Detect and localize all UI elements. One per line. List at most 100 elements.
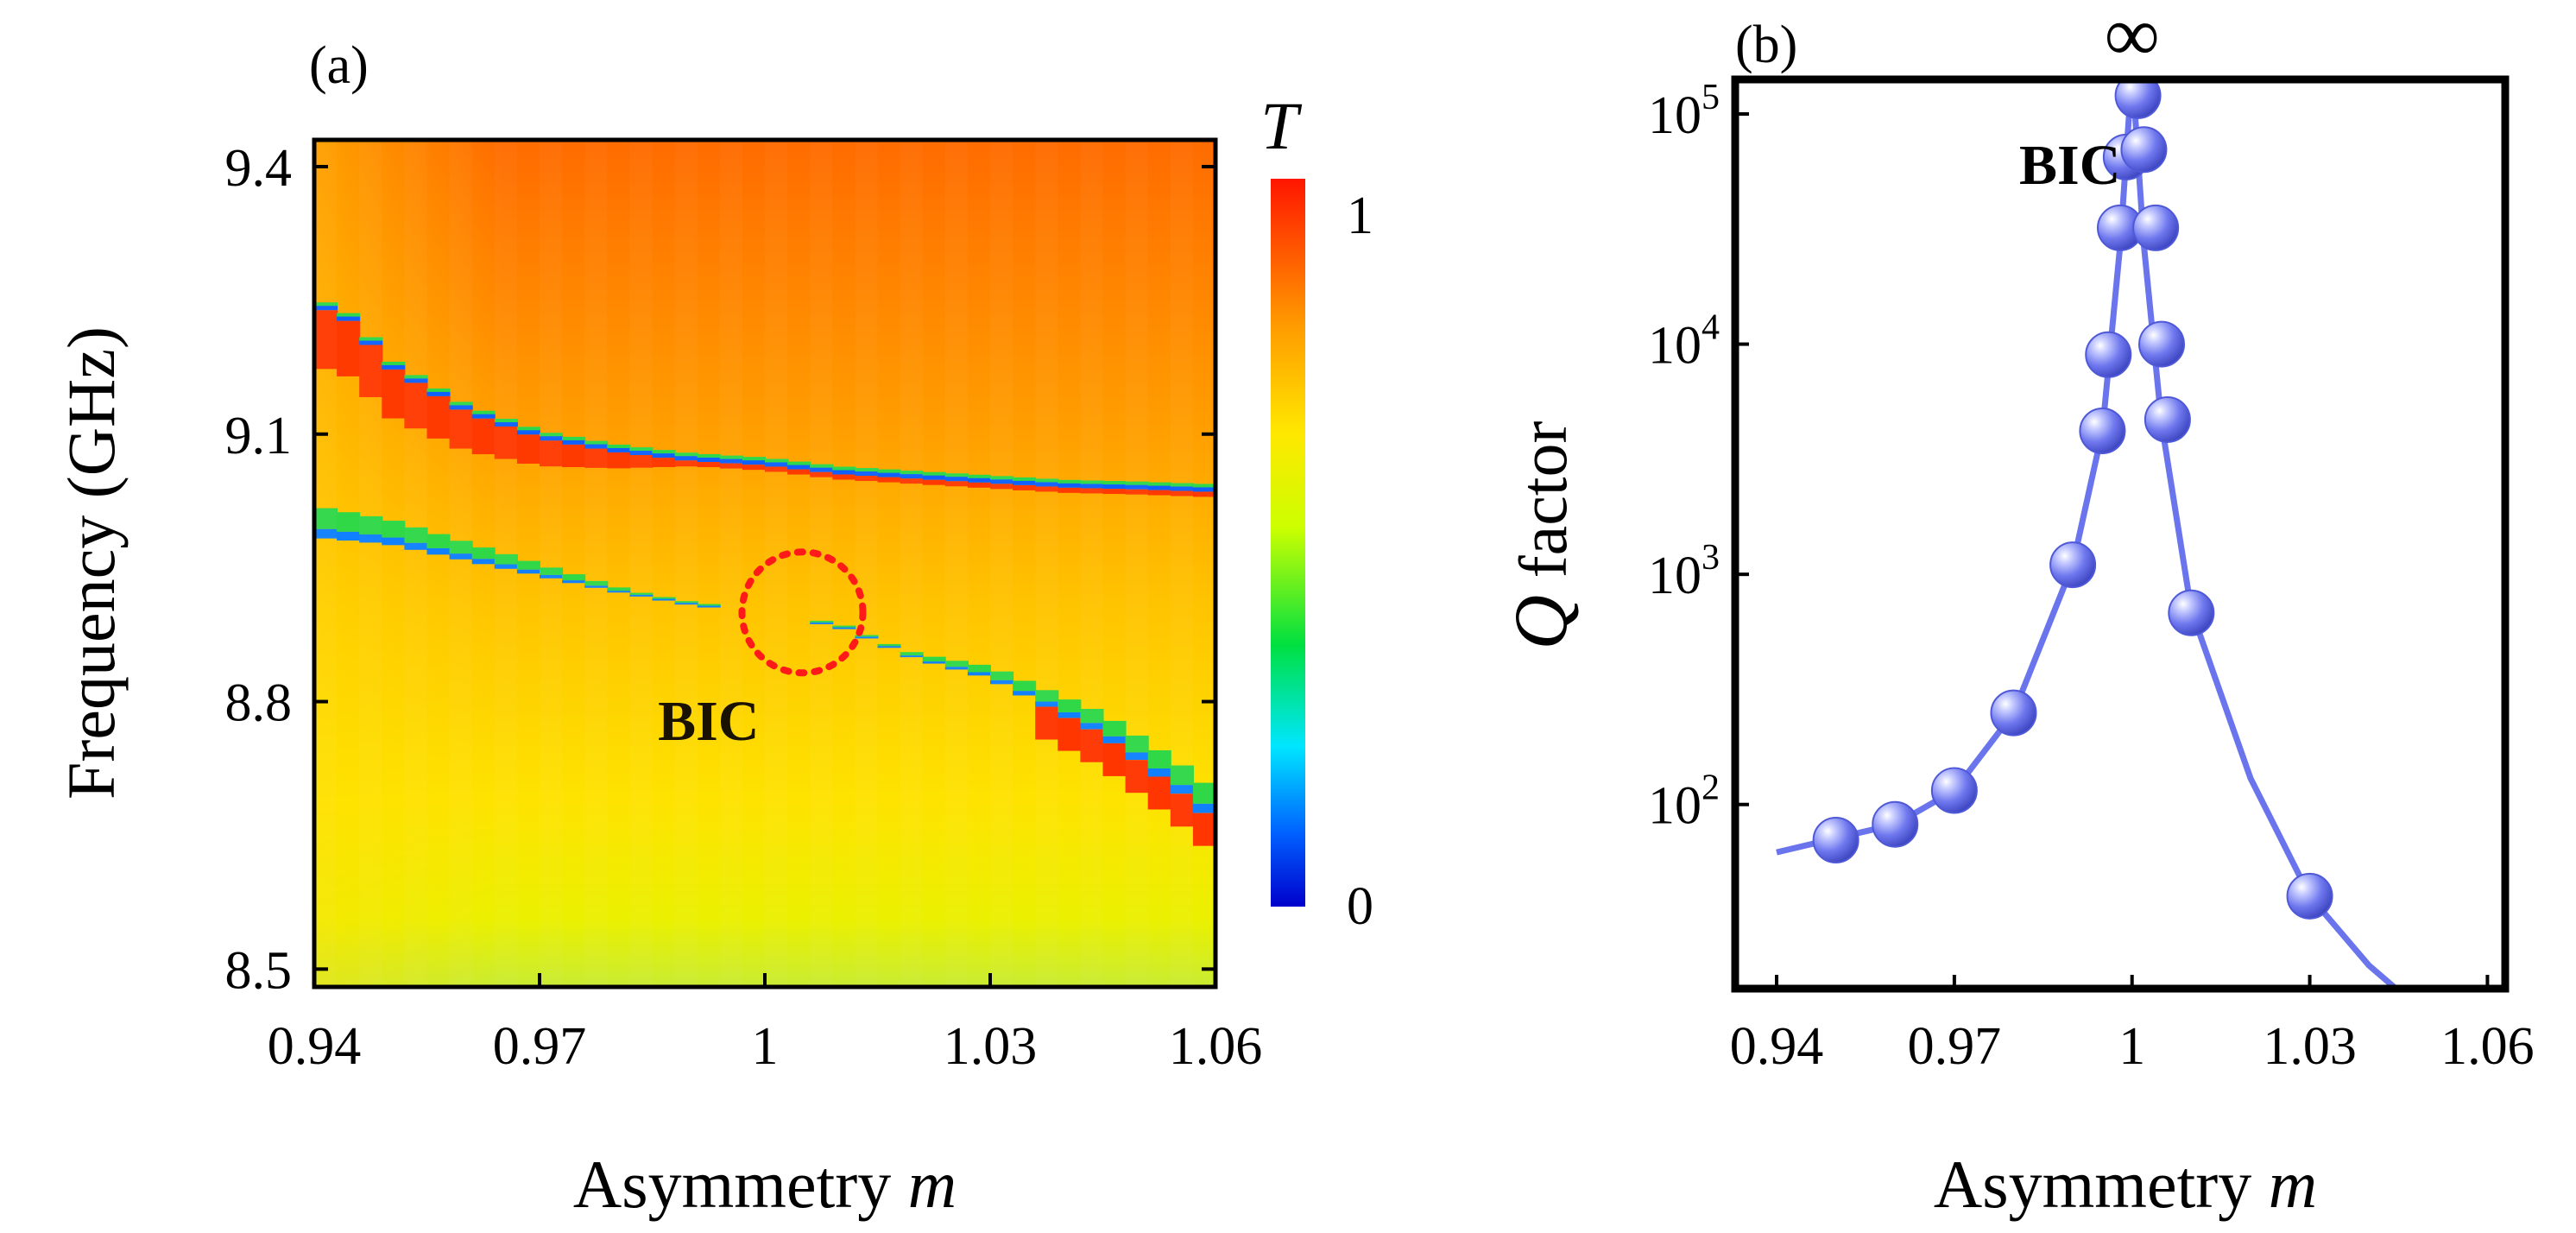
- heat-lower-plateau-cell: [1170, 794, 1194, 827]
- heat-upper-plateau-cell: [765, 466, 789, 472]
- a-x-tick-label: 1.03: [944, 1017, 1038, 1076]
- heat-lower-dip-cell: [1013, 691, 1037, 696]
- b-x-tick-label: 0.94: [1730, 1017, 1824, 1076]
- heat-upper-dip-cell: [314, 306, 338, 311]
- heat-column-shade: [584, 140, 607, 987]
- heat-lower-green-cell: [1170, 765, 1194, 786]
- heat-lower-dip-cell: [922, 661, 946, 664]
- heat-lower-green-cell: [674, 601, 698, 604]
- bic-label-a: BIC: [658, 690, 759, 753]
- heatmap-bands: [314, 302, 1215, 846]
- heat-upper-green-cell: [584, 440, 609, 446]
- heat-upper-green-cell: [1013, 477, 1037, 482]
- heat-upper-green-cell: [1102, 481, 1127, 486]
- heat-lower-dip-cell: [516, 569, 540, 574]
- heat-lower-dip-cell: [337, 531, 361, 541]
- heat-lower-dip-cell: [944, 667, 969, 670]
- heat-upper-plateau-cell: [1102, 489, 1127, 495]
- heat-upper-plateau-cell: [1035, 486, 1059, 492]
- heat-lower-dip-cell: [652, 598, 676, 601]
- heat-upper-plateau-cell: [922, 479, 946, 485]
- heat-lower-green-cell: [990, 671, 1014, 680]
- q-data-points: [1812, 79, 2333, 920]
- heat-upper-green-cell: [787, 461, 811, 466]
- q-data-point: [2085, 331, 2132, 378]
- a-bic-annotation: BIC: [658, 548, 867, 753]
- heat-lower-dip-cell: [1080, 723, 1104, 730]
- heat-upper-green-cell: [1170, 483, 1194, 488]
- q-data-point: [2144, 395, 2191, 443]
- heat-upper-dip-cell: [449, 405, 473, 410]
- q-fit-curve-left: [1776, 113, 2132, 856]
- a-x-ticks: 0.94 0.97 1 1.03 1.06: [268, 973, 1262, 1076]
- heat-lower-dip-cell: [877, 646, 901, 648]
- heat-upper-green-cell: [967, 474, 991, 479]
- heat-upper-plateau-cell: [359, 345, 383, 397]
- heat-upper-green-cell: [1147, 482, 1171, 487]
- heat-upper-dip-cell: [742, 460, 766, 465]
- heat-upper-green-cell: [471, 410, 496, 415]
- heat-lower-green-cell: [855, 635, 879, 637]
- heat-upper-dip-cell: [382, 364, 406, 370]
- heat-upper-plateau-cell: [584, 448, 609, 468]
- heat-upper-dip-cell: [607, 447, 631, 452]
- heat-lower-dip-cell: [967, 672, 991, 676]
- b-x-tick-label: 1.06: [2440, 1017, 2535, 1076]
- heat-upper-plateau-cell: [855, 476, 879, 482]
- heat-upper-green-cell: [742, 457, 766, 462]
- heat-upper-plateau-cell: [900, 478, 924, 484]
- heat-upper-dip-cell: [1102, 484, 1127, 490]
- heat-lower-green-cell: [426, 534, 451, 548]
- heat-upper-green-cell: [719, 455, 743, 460]
- heat-upper-plateau-cell: [990, 484, 1014, 490]
- a-y-tick-label: 9.4: [225, 139, 293, 198]
- heat-upper-dip-cell: [1058, 483, 1082, 488]
- heat-column-shade: [495, 140, 517, 987]
- heat-upper-dip-cell: [1080, 484, 1104, 489]
- heat-upper-green-cell: [900, 471, 924, 476]
- b-x-tick-label: 1.03: [2263, 1017, 2357, 1076]
- heat-upper-green-cell: [494, 418, 518, 423]
- heat-upper-plateau-cell: [1147, 490, 1171, 496]
- a-y-tick-label: 8.8: [225, 674, 293, 733]
- heat-upper-dip-cell: [337, 316, 361, 321]
- b-x-axis-title: Asymmetry m: [1934, 1147, 2317, 1222]
- heat-upper-dip-cell: [719, 458, 743, 464]
- heat-lower-dip-cell: [404, 542, 428, 550]
- heat-column-shade: [720, 140, 742, 987]
- heat-upper-green-cell: [855, 468, 879, 473]
- heat-upper-plateau-cell: [562, 444, 586, 467]
- b-y-tick-label: 103: [1648, 538, 1720, 605]
- heat-lower-green-cell: [900, 652, 924, 656]
- heat-lower-dip-cell: [1125, 752, 1149, 761]
- heatmap-plot-area: [314, 140, 1215, 987]
- heat-lower-green-cell: [359, 515, 383, 534]
- heat-column-shade: [540, 140, 562, 987]
- q-data-point: [2120, 126, 2168, 174]
- heat-upper-green-cell: [449, 402, 473, 407]
- heat-lower-green-cell: [944, 661, 969, 667]
- heat-upper-plateau-cell: [337, 320, 361, 376]
- heat-upper-green-cell: [359, 337, 383, 342]
- heat-lower-green-cell: [1147, 749, 1171, 769]
- b-y-tick-label: 104: [1648, 308, 1720, 376]
- heat-lower-green-cell: [584, 580, 609, 586]
- heat-upper-dip-cell: [967, 477, 991, 483]
- heat-upper-dip-cell: [1147, 485, 1171, 490]
- heat-upper-plateau-cell: [719, 463, 743, 469]
- heat-lower-green-cell: [810, 620, 834, 623]
- heat-lower-plateau-cell: [1058, 718, 1082, 751]
- heat-lower-dip-cell: [855, 636, 879, 639]
- heat-upper-dip-cell: [832, 470, 856, 475]
- heat-upper-dip-cell: [426, 391, 451, 396]
- heat-lower-green-cell: [607, 587, 631, 591]
- heat-lower-green-cell: [562, 574, 586, 581]
- heat-upper-green-cell: [877, 469, 901, 474]
- heat-upper-plateau-cell: [1058, 487, 1082, 493]
- heat-upper-plateau-cell: [629, 455, 653, 468]
- heat-upper-plateau-cell: [1013, 484, 1037, 490]
- heat-upper-dip-cell: [471, 414, 496, 419]
- heat-column-shade: [810, 140, 832, 987]
- heat-upper-green-cell: [337, 313, 361, 318]
